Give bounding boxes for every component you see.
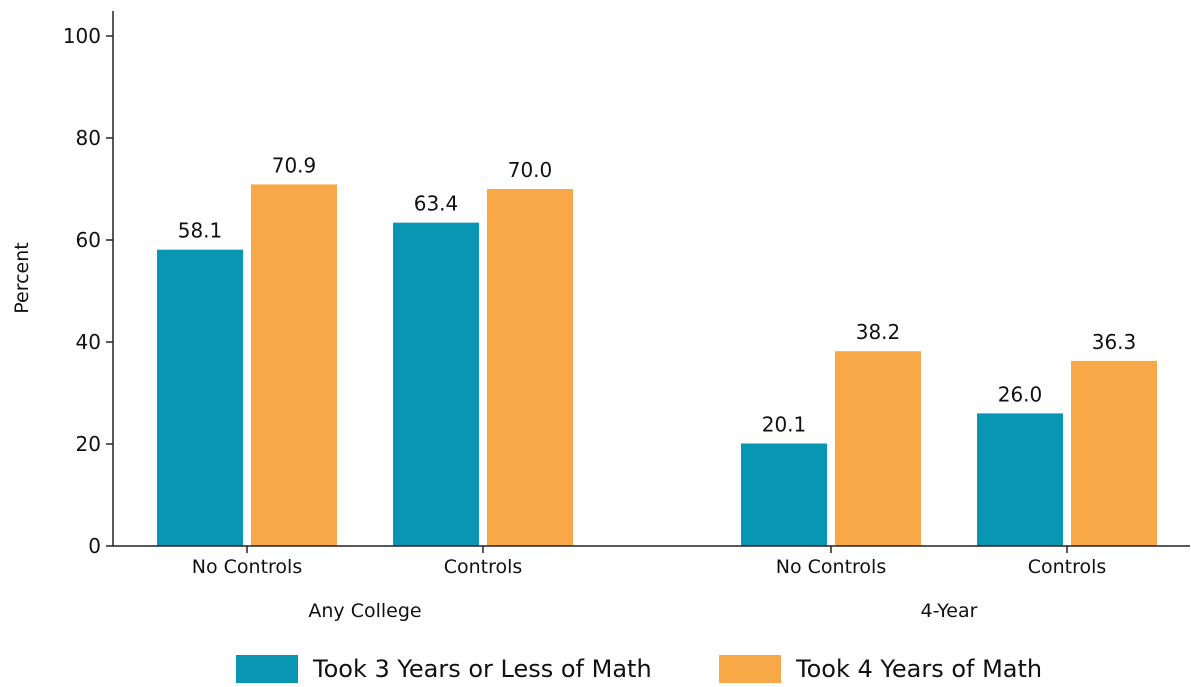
bar xyxy=(1071,360,1157,546)
bar xyxy=(487,189,573,546)
bar-value-label: 36.3 xyxy=(1092,330,1137,354)
legend-swatch xyxy=(236,655,298,683)
bar xyxy=(251,184,337,546)
bar-value-label: 38.2 xyxy=(856,320,901,344)
legend-swatch xyxy=(719,655,781,683)
legend-label: Took 3 Years or Less of Math xyxy=(312,655,652,683)
y-ticks-layer: 0 20 40 60 80 100 xyxy=(63,24,113,558)
bars-layer xyxy=(157,184,1157,546)
x-group-label: 4-Year xyxy=(921,600,978,622)
y-tick-label: 0 xyxy=(88,534,101,558)
y-tick-label: 100 xyxy=(63,24,101,48)
bar xyxy=(977,413,1063,546)
y-tick-label: 40 xyxy=(76,330,101,354)
bar-value-label: 70.0 xyxy=(508,158,553,182)
x-labels-layer: No Controls Controls Any College No Control… xyxy=(192,546,1107,622)
x-category-label: No Controls xyxy=(192,556,302,578)
y-tick-label: 80 xyxy=(76,126,101,150)
y-tick-label: 60 xyxy=(76,228,101,252)
value-labels-layer: 58.1 70.9 63.4 70.0 20.1 38.2 26.0 36.3 xyxy=(178,153,1137,436)
x-category-label: No Controls xyxy=(776,556,886,578)
legend-label: Took 4 Years of Math xyxy=(795,655,1042,683)
bar-value-label: 63.4 xyxy=(414,192,459,216)
x-category-label: Controls xyxy=(1028,556,1107,578)
bar-value-label: 70.9 xyxy=(272,153,317,177)
x-category-label: Controls xyxy=(444,556,523,578)
bar xyxy=(835,351,921,546)
bar xyxy=(741,443,827,546)
y-axis-title: Percent xyxy=(11,242,33,314)
y-tick-label: 20 xyxy=(76,432,101,456)
bar-value-label: 58.1 xyxy=(178,219,223,243)
legend: Took 3 Years or Less of Math Took 4 Years… xyxy=(236,655,1042,683)
axes-layer xyxy=(112,11,1190,547)
bar xyxy=(157,249,243,546)
bar-value-label: 20.1 xyxy=(762,412,807,436)
bar xyxy=(393,222,479,546)
x-group-label: Any College xyxy=(308,600,421,622)
bar-value-label: 26.0 xyxy=(998,382,1043,406)
